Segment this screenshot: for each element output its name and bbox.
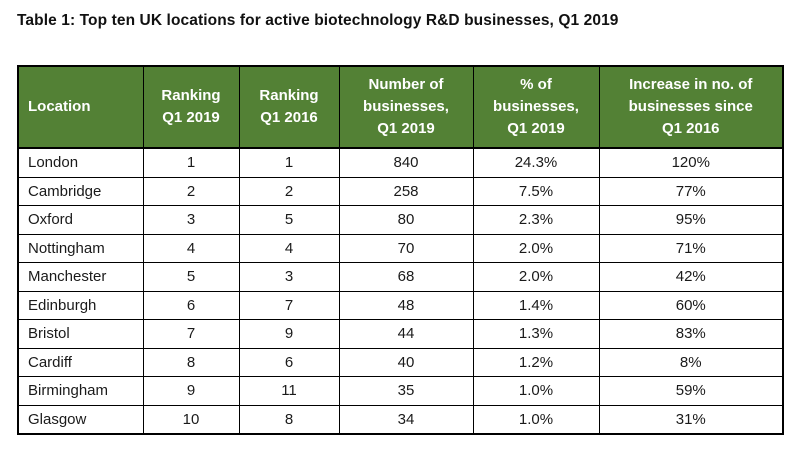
cell-pct-businesses: 2.0% — [472, 233, 600, 263]
cell-increase: 60% — [598, 290, 784, 320]
cell-ranking-2016: 9 — [238, 319, 340, 349]
cell-num-businesses: 35 — [338, 376, 474, 406]
table-row-edinburgh: Edinburgh 6 7 48 1.4% 60% — [17, 290, 784, 320]
header-row: Location Ranking Q1 2019 Ranking Q1 2016… — [17, 65, 784, 149]
cell-ranking-2016: 1 — [238, 147, 340, 178]
cell-ranking-2016: 2 — [238, 176, 340, 206]
cell-ranking-2019: 3 — [142, 205, 240, 235]
table-row-nottingham: Nottingham 4 4 70 2.0% 71% — [17, 233, 784, 263]
cell-pct-businesses: 2.0% — [472, 262, 600, 292]
cell-location: Cardiff — [17, 347, 144, 377]
table-row-manchester: Manchester 5 3 68 2.0% 42% — [17, 262, 784, 292]
table-row-london: London 1 1 840 24.3% 120% — [17, 147, 784, 178]
cell-ranking-2016: 8 — [238, 404, 340, 435]
cell-num-businesses: 40 — [338, 347, 474, 377]
biotech-locations-table: Location Ranking Q1 2019 Ranking Q1 2016… — [17, 65, 784, 435]
table-row-cardiff: Cardiff 8 6 40 1.2% 8% — [17, 347, 784, 377]
cell-num-businesses: 70 — [338, 233, 474, 263]
cell-location: Manchester — [17, 262, 144, 292]
cell-ranking-2019: 9 — [142, 376, 240, 406]
cell-num-businesses: 68 — [338, 262, 474, 292]
cell-num-businesses: 258 — [338, 176, 474, 206]
column-header-ranking-q1-2016: Ranking Q1 2016 — [238, 65, 340, 149]
cell-ranking-2016: 5 — [238, 205, 340, 235]
cell-num-businesses: 44 — [338, 319, 474, 349]
cell-pct-businesses: 1.2% — [472, 347, 600, 377]
cell-increase: 120% — [598, 147, 784, 178]
table-row-cambridge: Cambridge 2 2 258 7.5% 77% — [17, 176, 784, 206]
cell-ranking-2019: 6 — [142, 290, 240, 320]
cell-increase: 77% — [598, 176, 784, 206]
cell-increase: 95% — [598, 205, 784, 235]
cell-increase: 83% — [598, 319, 784, 349]
cell-location: Cambridge — [17, 176, 144, 206]
cell-ranking-2019: 5 — [142, 262, 240, 292]
column-header-percent-of-businesses: % of businesses, Q1 2019 — [472, 65, 600, 149]
column-header-increase-since-q1-2016: Increase in no. of businesses since Q1 2… — [598, 65, 784, 149]
cell-pct-businesses: 7.5% — [472, 176, 600, 206]
cell-location: Oxford — [17, 205, 144, 235]
table-row-oxford: Oxford 3 5 80 2.3% 95% — [17, 205, 784, 235]
cell-location: Birmingham — [17, 376, 144, 406]
column-header-location: Location — [17, 65, 144, 149]
column-header-ranking-q1-2019: Ranking Q1 2019 — [142, 65, 240, 149]
cell-ranking-2019: 4 — [142, 233, 240, 263]
page-title: Table 1: Top ten UK locations for active… — [17, 12, 619, 29]
cell-ranking-2019: 8 — [142, 347, 240, 377]
cell-ranking-2016: 7 — [238, 290, 340, 320]
cell-pct-businesses: 1.3% — [472, 319, 600, 349]
cell-increase: 8% — [598, 347, 784, 377]
cell-location: Nottingham — [17, 233, 144, 263]
cell-ranking-2016: 3 — [238, 262, 340, 292]
table-body: London 1 1 840 24.3% 120% Cambridge 2 2 … — [17, 147, 784, 435]
cell-location: Glasgow — [17, 404, 144, 435]
cell-location: London — [17, 147, 144, 178]
cell-ranking-2016: 11 — [238, 376, 340, 406]
cell-increase: 71% — [598, 233, 784, 263]
cell-pct-businesses: 1.0% — [472, 376, 600, 406]
column-header-number-of-businesses: Number of businesses, Q1 2019 — [338, 65, 474, 149]
cell-pct-businesses: 24.3% — [472, 147, 600, 178]
cell-num-businesses: 840 — [338, 147, 474, 178]
cell-ranking-2019: 2 — [142, 176, 240, 206]
cell-num-businesses: 48 — [338, 290, 474, 320]
cell-ranking-2019: 7 — [142, 319, 240, 349]
table-row-birmingham: Birmingham 9 11 35 1.0% 59% — [17, 376, 784, 406]
cell-location: Bristol — [17, 319, 144, 349]
cell-ranking-2016: 6 — [238, 347, 340, 377]
cell-location: Edinburgh — [17, 290, 144, 320]
table-header: Location Ranking Q1 2019 Ranking Q1 2016… — [17, 65, 784, 149]
cell-ranking-2016: 4 — [238, 233, 340, 263]
cell-pct-businesses: 2.3% — [472, 205, 600, 235]
cell-increase: 31% — [598, 404, 784, 435]
cell-ranking-2019: 10 — [142, 404, 240, 435]
cell-pct-businesses: 1.4% — [472, 290, 600, 320]
cell-ranking-2019: 1 — [142, 147, 240, 178]
cell-num-businesses: 34 — [338, 404, 474, 435]
cell-num-businesses: 80 — [338, 205, 474, 235]
table-row-bristol: Bristol 7 9 44 1.3% 83% — [17, 319, 784, 349]
cell-increase: 42% — [598, 262, 784, 292]
cell-pct-businesses: 1.0% — [472, 404, 600, 435]
table-row-glasgow: Glasgow 10 8 34 1.0% 31% — [17, 404, 784, 435]
cell-increase: 59% — [598, 376, 784, 406]
